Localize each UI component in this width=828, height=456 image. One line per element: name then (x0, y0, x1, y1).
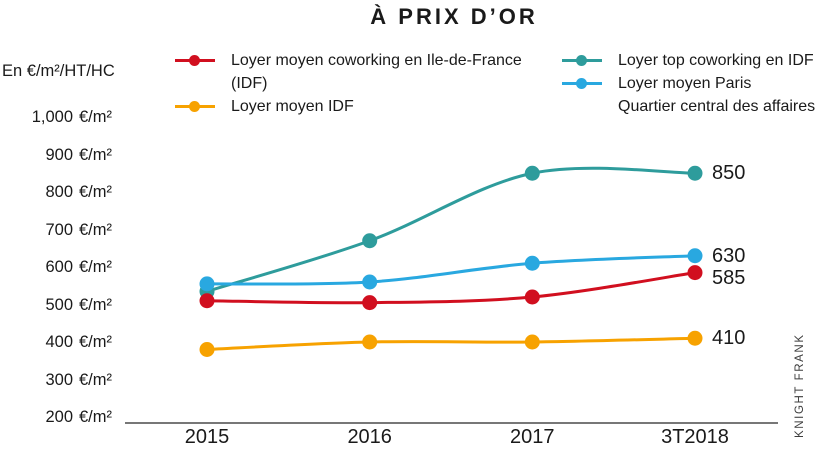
y-tick-value: 300 (45, 370, 73, 389)
series-line (206, 254, 696, 286)
y-tick-unit: €/m² (79, 258, 112, 276)
end-value-label: 410 (712, 327, 746, 350)
data-point (687, 265, 703, 281)
y-tick-label: 800 €/m² (0, 182, 112, 202)
series-line (206, 336, 696, 351)
y-tick-unit: €/m² (79, 295, 112, 314)
y-tick-label: 200 €/m² (0, 407, 112, 427)
legend-label: Loyer moyen Paris Quartier central des af… (618, 75, 816, 115)
legend-label: Loyer top coworking en IDF (618, 52, 814, 69)
data-point (199, 293, 215, 309)
data-point (362, 233, 378, 249)
y-tick-value: 700 (45, 220, 73, 239)
data-point (199, 342, 215, 357)
data-point (687, 165, 703, 181)
legend-swatch-icon (175, 54, 215, 66)
y-tick-unit: €/m² (79, 220, 112, 239)
data-point (362, 274, 378, 290)
series-line (206, 166, 696, 293)
legend-item: Loyer moyen Paris Quartier central des af… (562, 72, 828, 118)
y-tick-label: 300 €/m² (0, 370, 112, 390)
data-point (362, 295, 378, 311)
y-tick-label: 700 €/m² (0, 220, 112, 240)
end-value-label: 630 (712, 244, 746, 267)
legend-dot-icon (189, 54, 200, 66)
y-tick-value: 900 (45, 145, 73, 164)
legend-item: Loyer moyen coworking en Ile-de-France (I… (175, 49, 560, 95)
y-tick-unit: €/m² (79, 183, 112, 201)
y-tick-unit: €/m² (79, 108, 112, 126)
y-tick-label: 900 €/m² (0, 145, 112, 165)
data-point (524, 334, 540, 350)
y-tick-label: 400 €/m² (0, 332, 112, 352)
legend-label: Loyer moyen coworking en Ile-de-France (I… (231, 52, 522, 92)
data-point (524, 255, 540, 271)
legend-dot-icon (576, 77, 587, 89)
y-tick-unit: €/m² (79, 333, 112, 351)
legend-left-column: Loyer moyen coworking en Ile-de-France (I… (175, 49, 560, 118)
y-tick-unit: €/m² (79, 408, 112, 426)
legend-item: Loyer top coworking en IDF (562, 49, 828, 72)
legend-item: Loyer moyen IDF (175, 95, 560, 118)
y-tick-unit: €/m² (79, 370, 112, 389)
data-point (524, 165, 540, 181)
data-point (524, 289, 540, 305)
legend-swatch-icon (562, 77, 602, 89)
legend-dot-icon (576, 54, 587, 66)
series-line (206, 271, 696, 305)
y-tick-label: 1,000 €/m² (0, 107, 112, 127)
y-tick-value: 400 (45, 333, 73, 351)
y-axis-unit-label: En €/m²/HT/HC (2, 62, 115, 80)
y-tick-value: 600 (45, 258, 73, 276)
legend-right-column: Loyer top coworking en IDF Loyer moyen Pa… (562, 49, 828, 118)
end-value-label: 585 (712, 266, 746, 289)
y-tick-value: 800 (45, 183, 73, 201)
x-tick-label: 2016 (347, 426, 392, 448)
chart-title: À PRIX D’OR (370, 4, 538, 29)
y-tick-unit: €/m² (79, 145, 112, 164)
data-point (687, 248, 703, 264)
y-tick-label: 500 €/m² (0, 295, 112, 315)
legend-label: Loyer moyen IDF (231, 98, 354, 115)
data-point (199, 276, 215, 292)
y-tick-value: 500 (45, 295, 73, 314)
brand-credit: KNIGHT FRANK (794, 333, 806, 438)
y-tick-label: 600 €/m² (0, 257, 112, 277)
x-tick-label: 3T2018 (661, 426, 729, 448)
x-tick-label: 2017 (510, 426, 555, 448)
y-tick-value: 200 (45, 408, 73, 426)
end-value-label: 850 (712, 162, 746, 185)
data-point (362, 334, 378, 350)
legend-dot-icon (189, 100, 200, 112)
legend-swatch-icon (562, 54, 602, 66)
x-tick-label: 2015 (184, 426, 230, 448)
legend-swatch-icon (175, 100, 215, 112)
data-point (687, 330, 703, 346)
y-tick-value: 1,000 (31, 108, 73, 126)
